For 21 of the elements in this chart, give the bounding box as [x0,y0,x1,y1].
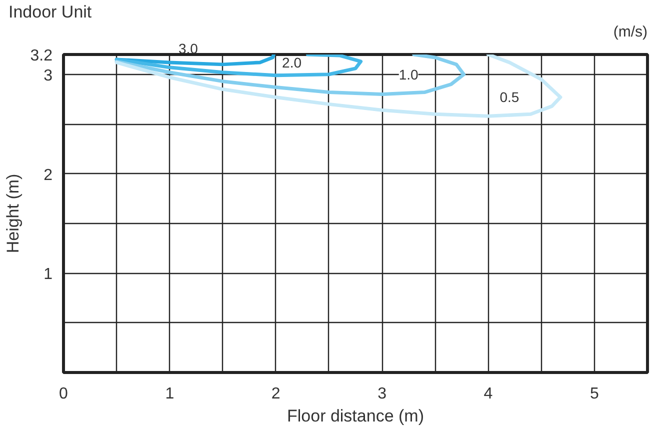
y-tick-label: 3.2 [30,48,53,64]
x-tick-label: 1 [165,386,174,402]
line-series [114,54,363,78]
x-axis-title: Floor distance (m) [287,406,424,426]
x-tick-label: 5 [590,386,599,402]
line-series [114,54,466,96]
x-tick-label: 2 [271,386,280,402]
annotation: 3.0 [178,40,198,56]
x-tick-label: 4 [484,386,493,402]
y-tick-label: 2 [44,166,53,184]
line-series [114,54,562,118]
y-axis-title: Height (m) [3,174,22,254]
text: Indoor Unit [8,2,92,22]
y-tick-label: 3 [44,67,53,84]
annotation: 0.5 [500,89,520,106]
text: (m/s) [613,24,648,40]
x-tick-label: 3 [378,386,387,402]
annotation: 1.0 [398,66,419,82]
y-tick-label: 1 [44,266,53,284]
x-tick-label: 0 [59,386,68,402]
annotation: 2.0 [282,54,302,70]
